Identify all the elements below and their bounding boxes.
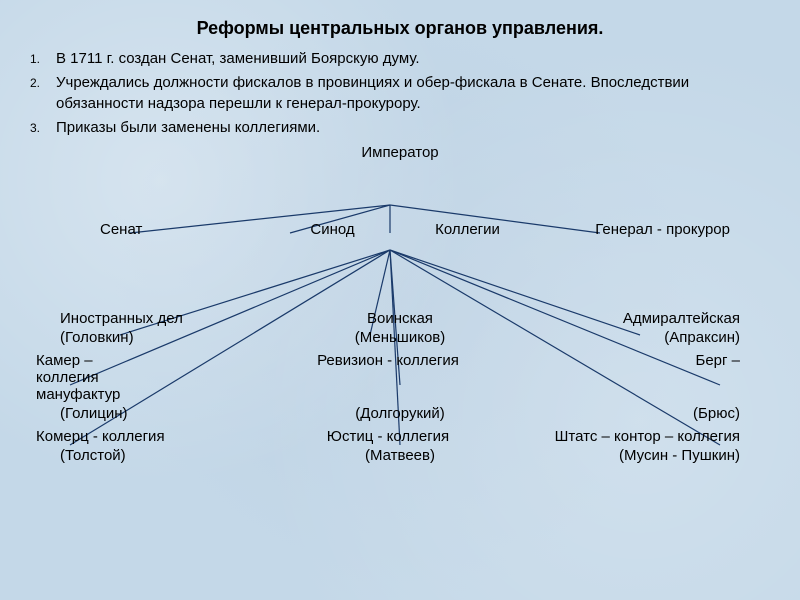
list-item: 3. Приказы были заменены коллегиями. <box>30 118 770 138</box>
node-kollegii: Коллегии <box>400 221 535 238</box>
kollegia-name: Юстиц - коллегия <box>269 428 506 445</box>
kollegia-head: (Брюс) <box>515 405 770 422</box>
list-number: 1. <box>30 49 56 69</box>
kollegia-name: Камер –коллегия мануфактур <box>36 352 265 403</box>
list-number: 2. <box>30 73 56 114</box>
slide-title: Реформы центральных органов управления. <box>30 18 770 39</box>
level1-row: Сенат Синод Коллегии Генерал - прокурор <box>30 221 770 238</box>
kollegia-head: (Толстой) <box>30 447 285 464</box>
node-general: Генерал - прокурор <box>535 221 740 238</box>
kollegia-name: Иностранных дел <box>30 310 285 327</box>
kollegia-head: (Мусин - Пушкин) <box>515 447 770 464</box>
list-item: 2. Учреждались должности фискалов в пров… <box>30 73 770 114</box>
kollegia-name: Штатс – контор – коллегия <box>507 428 770 445</box>
kollegia-head: (Апраксин) <box>515 329 770 346</box>
list-text: Приказы были заменены коллегиями. <box>56 118 770 138</box>
kollegia-head: (Голицин) <box>30 405 285 422</box>
list-number: 3. <box>30 118 56 138</box>
list-text: Учреждались должности фискалов в провинц… <box>56 73 770 114</box>
kollegia-head: (Головкин) <box>30 329 285 346</box>
node-synod: Синод <box>265 221 400 238</box>
kollegia-name: Адмиралтейская <box>515 310 770 327</box>
slide-content: Реформы центральных органов управления. … <box>0 0 800 482</box>
node-senate: Сенат <box>60 221 265 238</box>
emperor-node: Император <box>30 144 770 161</box>
kollegia-name: Воинская <box>285 310 514 327</box>
kollegia-name: Берг – <box>507 352 770 403</box>
kollegia-head: (Меньшиков) <box>285 329 514 346</box>
numbered-list: 1. В 1711 г. создан Сенат, заменивший Бо… <box>30 49 770 138</box>
kollegia-name: Комерц - коллегия <box>30 428 269 445</box>
list-item: 1. В 1711 г. создан Сенат, заменивший Бо… <box>30 49 770 69</box>
kollegii-grid: Иностранных дел Воинская Адмиралтейская … <box>30 310 770 464</box>
list-text: В 1711 г. создан Сенат, заменивший Боярс… <box>56 49 770 69</box>
kollegia-text: Камер –коллегия мануфактур <box>36 352 136 403</box>
kollegia-head: (Долгорукий) <box>285 405 514 422</box>
kollegia-name: Ревизион - коллегия <box>269 352 506 403</box>
kollegia-head: (Матвеев) <box>285 447 514 464</box>
